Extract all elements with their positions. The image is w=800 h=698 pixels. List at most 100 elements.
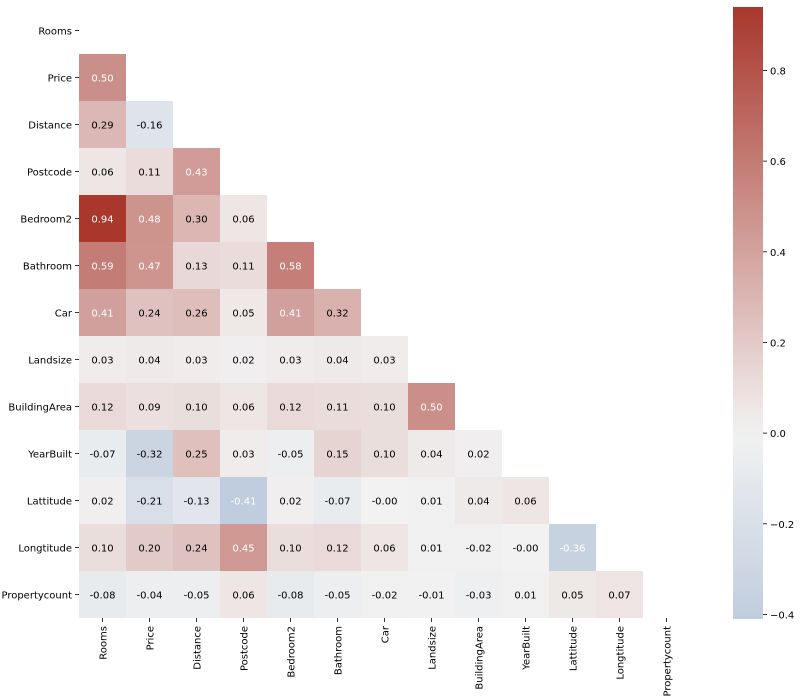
cell-value-label: 0.20 [138,544,160,555]
cell-value-label: -0.05 [184,591,210,602]
colorbar-tick-label: 0.0 [770,429,786,440]
heatmap-cell [79,524,126,571]
heatmap-cell [267,242,314,289]
colorbar-tick-label: 0.2 [770,338,786,349]
heatmap-cell [126,383,173,430]
cell-value-label: 0.24 [185,544,207,555]
cell-value-label: -0.02 [466,544,492,555]
cell-value-label: 0.09 [138,403,160,414]
heatmap-cell [220,571,267,618]
heatmap-cell [361,524,408,571]
y-tick-label: Car [55,309,73,320]
heatmap-cell [361,430,408,477]
cell-value-label: 0.03 [373,356,395,367]
x-tick-label: Landsize [428,626,439,670]
colorbar-tick-label: 0.4 [770,248,786,259]
x-tick-label: Longtitude [616,626,627,680]
heatmap-cell [220,430,267,477]
cell-value-label: -0.05 [325,591,351,602]
heatmap-cell [173,289,220,336]
y-axis-labels: Rooms Price Distance Postcode Bedroom2 Bathro… [1,27,79,602]
heatmap-cell [173,477,220,524]
cell-value-label: 0.24 [138,309,160,320]
cell-value-label: 0.03 [185,356,207,367]
cell-value-label: 0.12 [326,544,348,555]
cell-value-label: 0.29 [91,121,113,132]
heatmap-cell [79,54,126,101]
heatmap-cell [267,430,314,477]
cell-value-label: 0.94 [91,215,113,226]
heatmap-cell [267,336,314,383]
cell-value-label: -0.21 [137,497,163,508]
cell-value-label: 0.25 [185,450,207,461]
x-tick-label: Postcode [240,626,251,671]
cell-value-label: -0.32 [137,450,163,461]
cell-value-label: 0.04 [467,497,489,508]
heatmap-cell [126,242,173,289]
cell-value-label: 0.06 [91,168,113,179]
cell-value-label: -0.00 [372,497,398,508]
heatmap-cell [173,336,220,383]
heatmap-cell [79,195,126,242]
heatmap-cell [361,383,408,430]
cell-value-label: 0.50 [420,403,442,414]
y-tick-label: Lattitude [27,497,72,508]
heatmap-cell [267,571,314,618]
cell-value-label: 0.32 [326,309,348,320]
cell-value-label: 0.10 [185,403,207,414]
colorbar-tick-label: −0.2 [770,520,794,531]
colorbar-tick-label: 0.6 [770,157,786,168]
heatmap-cell [408,430,455,477]
cell-value-label: -0.16 [137,121,163,132]
cell-value-label: 0.41 [279,309,301,320]
x-axis-labels: Rooms Price Distance Postcode Bedroom2 Bathro… [99,618,674,697]
colorbar-tick-label: −0.4 [770,610,794,621]
heatmap-cell [267,289,314,336]
colorbar-tick-label: 0.8 [770,66,786,77]
cell-value-label: 0.41 [91,309,113,320]
cell-value-label: 0.50 [91,74,113,85]
heatmap-cell [314,383,361,430]
cell-value-label: 0.03 [279,356,301,367]
heatmap-cell [408,571,455,618]
cell-value-label: -0.08 [90,591,116,602]
heatmap-cell [126,289,173,336]
heatmap-cell [173,571,220,618]
cell-value-label: -0.05 [278,450,304,461]
heatmap-cell [267,383,314,430]
cell-value-label: 0.30 [185,215,207,226]
heatmap-cell [455,571,502,618]
heatmap-cell [549,571,596,618]
heatmap-cell [502,524,549,571]
heatmap-cell [220,524,267,571]
cell-value-label: 0.01 [420,544,442,555]
heatmap-cell [455,524,502,571]
cell-value-label: 0.59 [91,262,113,273]
cell-value-label: 0.02 [91,497,113,508]
cell-value-label: -0.41 [231,497,257,508]
cell-value-label: 0.43 [185,168,207,179]
heatmap-cell [455,477,502,524]
y-tick-label: YearBuilt [27,450,72,461]
cell-value-label: 0.02 [232,356,254,367]
y-tick-label: Postcode [27,168,72,179]
heatmap-cell [220,477,267,524]
cell-value-label: 0.11 [232,262,254,273]
cell-value-label: 0.07 [608,591,630,602]
cell-value-label: 0.15 [326,450,348,461]
cell-value-label: 0.04 [420,450,442,461]
heatmap-cell [79,242,126,289]
heatmap-cell [126,430,173,477]
cell-value-label: 0.45 [232,544,254,555]
heatmap-cell [220,383,267,430]
y-tick-label: Landsize [28,356,72,367]
heatmap-cell [79,101,126,148]
heatmap-cell [267,477,314,524]
cell-value-label: 0.12 [91,403,113,414]
heatmap-cell [314,430,361,477]
cell-value-label: -0.36 [560,544,586,555]
heatmap-cell [126,148,173,195]
heatmap-cell [502,571,549,618]
heatmap-cell [549,524,596,571]
heatmap-cell [220,242,267,289]
